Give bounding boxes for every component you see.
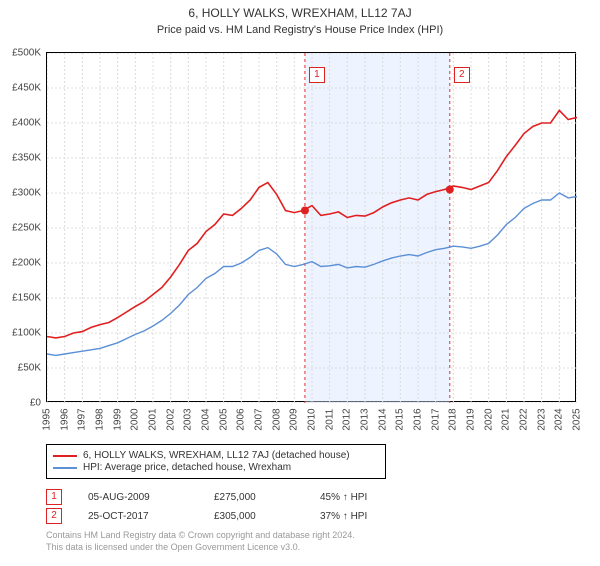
footer-line: This data is licensed under the Open Gov… (46, 542, 355, 554)
chart-marker-icon: 2 (454, 67, 470, 83)
y-tick-label: £400K (1, 118, 41, 129)
x-tick-label: 2012 (342, 408, 353, 430)
legend-label: 6, HOLLY WALKS, WREXHAM, LL12 7AJ (detac… (83, 450, 350, 461)
x-tick-label: 2000 (130, 408, 141, 430)
y-tick-label: £500K (1, 48, 41, 59)
y-tick-label: £350K (1, 153, 41, 164)
x-tick-label: 2024 (554, 408, 565, 430)
sale-date: 25-OCT-2017 (88, 511, 188, 522)
marker-icon: 1 (46, 489, 62, 505)
y-tick-label: £100K (1, 328, 41, 339)
y-tick-label: £0 (1, 398, 41, 409)
x-tick-label: 2008 (271, 408, 282, 430)
sale-price: £305,000 (214, 511, 294, 522)
legend-item: 6, HOLLY WALKS, WREXHAM, LL12 7AJ (detac… (53, 450, 379, 461)
x-tick-label: 2021 (501, 408, 512, 430)
x-tick-label: 1999 (112, 408, 123, 430)
x-tick-label: 2018 (448, 408, 459, 430)
page-title: 6, HOLLY WALKS, WREXHAM, LL12 7AJ (0, 6, 600, 20)
x-tick-label: 2009 (289, 408, 300, 430)
footer: Contains HM Land Registry data © Crown c… (46, 530, 355, 553)
y-tick-label: £450K (1, 83, 41, 94)
marker-icon: 2 (46, 508, 62, 524)
x-tick-label: 1995 (42, 408, 53, 430)
x-tick-label: 2002 (165, 408, 176, 430)
sale-delta: 37% ↑ HPI (320, 511, 367, 522)
x-tick-label: 2025 (572, 408, 583, 430)
x-tick-label: 2023 (536, 408, 547, 430)
y-tick-label: £300K (1, 188, 41, 199)
x-tick-label: 2016 (413, 408, 424, 430)
legend: 6, HOLLY WALKS, WREXHAM, LL12 7AJ (detac… (46, 444, 386, 479)
y-tick-label: £50K (1, 363, 41, 374)
y-tick-label: £200K (1, 258, 41, 269)
x-tick-label: 2007 (254, 408, 265, 430)
footer-line: Contains HM Land Registry data © Crown c… (46, 530, 355, 542)
legend-label: HPI: Average price, detached house, Wrex… (83, 462, 291, 473)
sales-table: 1 05-AUG-2009 £275,000 45% ↑ HPI 2 25-OC… (46, 486, 367, 527)
x-tick-label: 2004 (201, 408, 212, 430)
x-tick-label: 2019 (466, 408, 477, 430)
sale-date: 05-AUG-2009 (88, 492, 188, 503)
x-tick-label: 2011 (324, 409, 335, 431)
x-tick-label: 2005 (218, 408, 229, 430)
chart: £0£50K£100K£150K£200K£250K£300K£350K£400… (46, 52, 576, 402)
x-tick-label: 2013 (360, 408, 371, 430)
x-tick-label: 2003 (183, 408, 194, 430)
legend-item: HPI: Average price, detached house, Wrex… (53, 462, 379, 473)
y-tick-label: £150K (1, 293, 41, 304)
x-tick-label: 1997 (77, 408, 88, 430)
sale-row: 2 25-OCT-2017 £305,000 37% ↑ HPI (46, 508, 367, 524)
x-tick-label: 2020 (483, 408, 494, 430)
chart-marker-icon: 1 (309, 67, 325, 83)
x-tick-label: 2006 (236, 408, 247, 430)
x-tick-label: 1996 (59, 408, 70, 430)
x-tick-label: 2001 (148, 408, 159, 430)
sale-row: 1 05-AUG-2009 £275,000 45% ↑ HPI (46, 489, 367, 505)
y-tick-label: £250K (1, 223, 41, 234)
x-tick-label: 1998 (95, 408, 106, 430)
x-tick-label: 2022 (519, 408, 530, 430)
x-tick-label: 2015 (395, 408, 406, 430)
sale-price: £275,000 (214, 492, 294, 503)
x-tick-label: 2010 (307, 408, 318, 430)
sale-delta: 45% ↑ HPI (320, 492, 367, 503)
x-tick-label: 2017 (430, 408, 441, 430)
page-subtitle: Price paid vs. HM Land Registry's House … (0, 24, 600, 36)
x-tick-label: 2014 (377, 408, 388, 430)
